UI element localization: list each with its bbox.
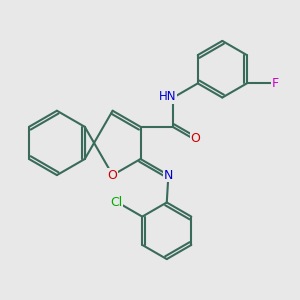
Text: O: O	[108, 169, 118, 182]
Text: N: N	[164, 169, 173, 182]
Text: F: F	[271, 77, 278, 90]
Text: O: O	[190, 132, 200, 145]
Text: HN: HN	[159, 90, 177, 104]
Text: Cl: Cl	[110, 196, 122, 209]
